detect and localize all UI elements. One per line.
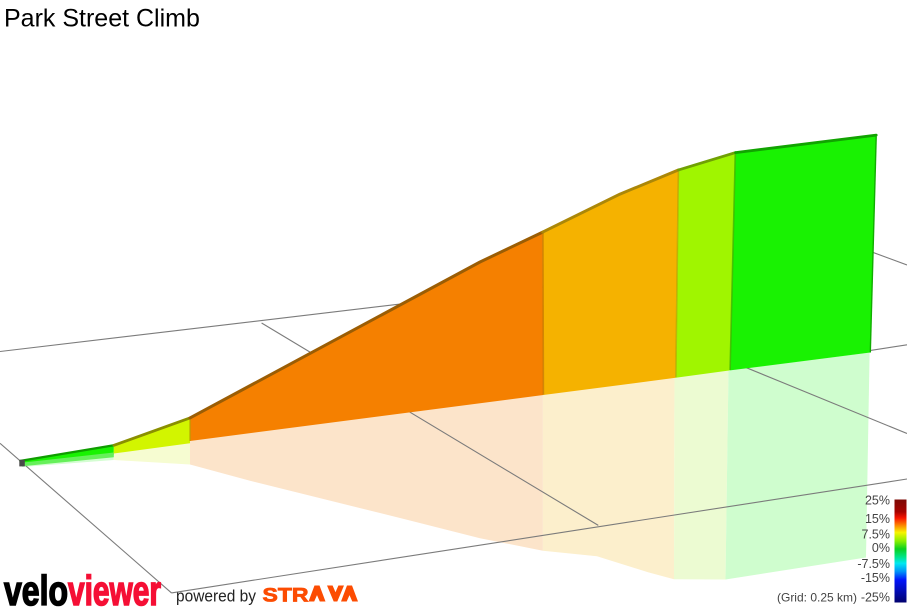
svg-text:Park Street Climb: Park Street Climb [4,5,200,33]
svg-text:velo: velo [4,567,68,607]
svg-text:(Grid: 0.25 km): (Grid: 0.25 km) [777,591,857,605]
svg-text:STR: STR [263,585,309,607]
svg-text:-7.5%: -7.5% [857,557,890,571]
svg-text:25%: 25% [865,493,890,507]
svg-text:-15%: -15% [861,571,890,585]
svg-text:-25%: -25% [861,591,890,605]
svg-text:viewer: viewer [68,567,161,607]
svg-text:powered by: powered by [176,587,257,605]
svg-text:7.5%: 7.5% [862,527,891,541]
svg-text:15%: 15% [865,512,890,526]
svg-text:0%: 0% [872,541,890,555]
